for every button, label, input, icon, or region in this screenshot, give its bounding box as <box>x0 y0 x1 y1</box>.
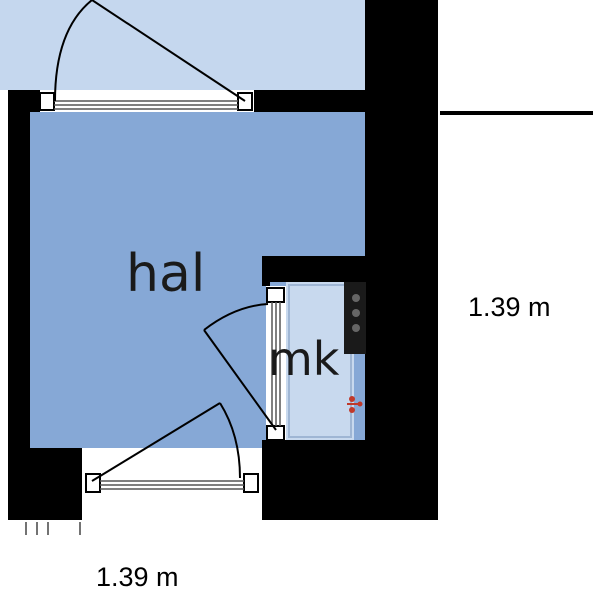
bottom-left-wall <box>8 448 82 520</box>
toilet-door-post-top <box>266 287 285 303</box>
bottom-door-leaf <box>91 402 221 482</box>
top-wall-right <box>254 90 369 112</box>
top-door-leaf <box>91 0 246 102</box>
right-wall <box>365 0 438 520</box>
toilet-wall-top <box>262 256 368 282</box>
fixture-knob-2 <box>352 309 360 317</box>
bottom-door-frame <box>82 472 262 494</box>
dimension-label-right: 1.39 m <box>468 292 551 322</box>
toilet-door-leaf <box>203 329 277 431</box>
upper-room <box>0 0 368 90</box>
top-door-post-right <box>237 92 253 111</box>
left-wall <box>8 90 30 520</box>
top-wall-left <box>8 90 40 112</box>
fixture-knob-3 <box>352 324 360 332</box>
hall-label: hal <box>126 244 205 304</box>
toilet-room <box>286 282 354 440</box>
dimension-label-bottom: 1.39 m <box>96 562 179 592</box>
top-door-arc <box>54 0 93 102</box>
toilet-wall-left-upper <box>262 256 270 286</box>
toilet-door-arc <box>203 303 269 331</box>
bottom-door-post-right <box>243 473 259 493</box>
toilet-inner-frame <box>288 284 352 438</box>
toilet-label: mk <box>268 332 340 386</box>
fixture-knob-1 <box>352 294 360 302</box>
bottom-right-wall <box>262 440 438 520</box>
top-door-post-left <box>39 92 55 111</box>
bottom-door-arc <box>219 402 241 479</box>
toilet-panel <box>344 282 366 354</box>
tap-fixture-icon <box>347 396 363 413</box>
